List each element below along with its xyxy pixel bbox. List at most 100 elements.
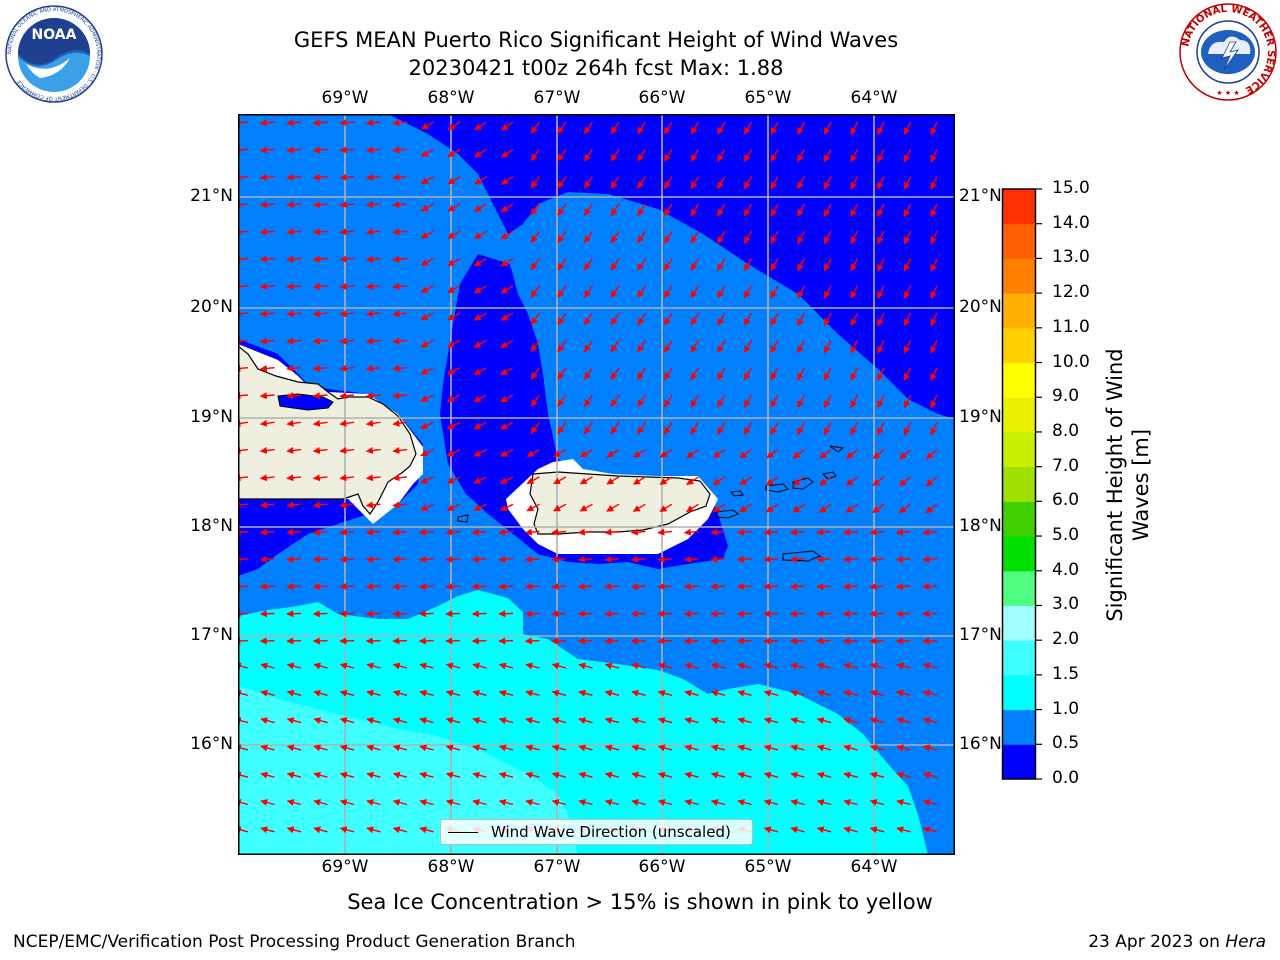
wind-vector <box>557 148 567 162</box>
wind-vector <box>259 201 275 209</box>
wind-vector <box>557 230 567 244</box>
wind-vector <box>392 419 408 427</box>
wind-vector <box>583 421 594 435</box>
colorbar-bin <box>1002 293 1036 329</box>
wind-vector <box>690 285 700 299</box>
wind-vector <box>339 528 355 536</box>
wind-vector <box>657 662 673 670</box>
wind-vector <box>850 258 859 272</box>
wind-vector <box>312 474 328 482</box>
wind-vector <box>526 503 540 512</box>
wind-vector <box>286 447 302 455</box>
wind-vector <box>286 392 302 400</box>
wind-vector <box>743 258 753 272</box>
wind-vector <box>578 771 593 779</box>
wind-vector <box>447 230 461 239</box>
wind-vector <box>365 282 381 290</box>
wind-vector <box>551 717 567 724</box>
wind-vector <box>392 337 408 345</box>
wind-vector <box>930 312 938 327</box>
wind-vector <box>577 610 593 618</box>
wind-vector <box>743 176 753 190</box>
wind-vector <box>530 394 541 407</box>
wind-vector <box>743 230 753 244</box>
wind-vector <box>903 258 912 272</box>
lon-label-bottom: 67°W <box>533 857 581 877</box>
wind-vector <box>365 146 381 154</box>
wind-vector <box>419 689 434 697</box>
wind-vector <box>286 146 302 154</box>
wind-vector <box>583 312 594 326</box>
wind-vector <box>903 203 912 218</box>
footer-date-text: 23 Apr 2023 on <box>1088 932 1226 952</box>
lon-label-bottom: 65°W <box>744 857 792 877</box>
map-frame <box>238 114 955 855</box>
wind-vector <box>473 257 487 267</box>
wind-vector <box>823 258 832 272</box>
wind-vector <box>739 503 752 513</box>
wind-vector <box>259 447 275 455</box>
wind-vector <box>366 799 381 806</box>
wind-vector <box>763 771 779 779</box>
wind-vector <box>763 528 779 536</box>
wind-vector <box>690 258 700 271</box>
wind-vector <box>446 476 461 484</box>
wind-vector <box>869 744 885 752</box>
wind-vector <box>445 662 461 670</box>
wind-vector <box>473 448 487 457</box>
wind-vector <box>498 583 514 591</box>
wind-vector <box>816 662 832 670</box>
st-croix <box>782 550 822 562</box>
wind-vector <box>843 689 858 697</box>
colorbar-title-line2: Waves [m] <box>1129 428 1153 542</box>
colorbar-title-line1: Significant Height of Wind <box>1103 348 1127 622</box>
lon-label-bottom: 66°W <box>638 857 686 877</box>
wind-vector <box>420 175 434 185</box>
wind-vector <box>850 176 859 190</box>
wind-vector <box>392 282 408 290</box>
wind-vector <box>604 771 620 779</box>
wind-vector <box>238 255 249 263</box>
wind-vector <box>869 689 885 697</box>
wind-vector <box>686 476 699 486</box>
wind-vector <box>313 744 328 752</box>
wind-vector <box>898 503 911 514</box>
wind-vector <box>657 555 673 563</box>
wind-vector <box>850 340 859 354</box>
wind-vector <box>816 583 832 591</box>
wave-band-1.5-2.0 <box>238 686 578 855</box>
wind-vector <box>823 176 832 190</box>
wind-vector <box>583 367 594 380</box>
wind-vector <box>763 826 779 834</box>
lon-label-bottom: 64°W <box>850 857 898 877</box>
wind-vector <box>498 528 514 536</box>
wind-vector <box>472 799 487 806</box>
wind-vector <box>743 340 753 354</box>
wind-vector <box>770 148 779 163</box>
wind-vector <box>896 662 911 670</box>
wind-vector <box>739 476 752 486</box>
wind-vector <box>896 689 911 697</box>
wind-vector <box>238 364 249 372</box>
lon-label-bottom: 68°W <box>427 857 475 877</box>
wind-vector <box>850 121 859 136</box>
wind-vector <box>530 148 541 162</box>
wind-vector <box>922 555 938 563</box>
wind-vector <box>690 312 700 326</box>
wind-vector <box>690 421 700 435</box>
wind-vector <box>717 421 726 435</box>
wind-vector <box>286 744 302 752</box>
wind-vector <box>797 258 806 272</box>
lon-label-top: 67°W <box>533 88 581 108</box>
wind-vector <box>557 176 567 189</box>
wind-vector <box>770 203 779 217</box>
wind-vector <box>238 799 249 806</box>
wind-vector <box>339 826 355 834</box>
wind-vector <box>632 503 646 512</box>
wind-vector <box>392 447 408 455</box>
wind-vector <box>339 173 355 181</box>
wind-vector <box>419 826 434 834</box>
wind-vector <box>339 228 355 236</box>
wind-vector <box>498 717 514 724</box>
colorbar-tick-label: 4.0 <box>1052 559 1080 580</box>
